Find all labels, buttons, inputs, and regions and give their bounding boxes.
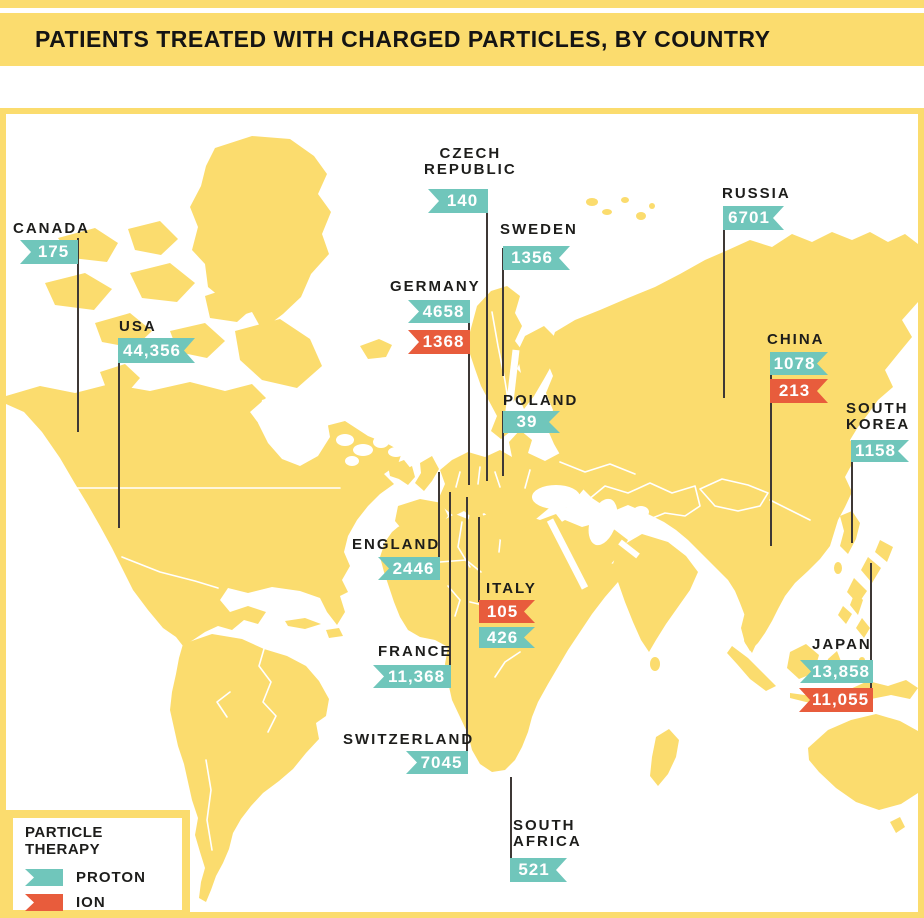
legend-box: PARTICLE THERAPY PROTON ION [5,810,190,918]
south-america [170,634,329,902]
legend-row-proton: PROTON [25,869,182,886]
page-title: PATIENTS TREATED WITH CHARGED PARTICLES,… [35,26,771,52]
top-accent-strip [0,0,924,8]
world-map [6,136,918,902]
legend-label-ion: ION [76,894,106,911]
ion-swatch-icon [25,894,63,911]
legend-row-ion: ION [25,894,182,911]
asia [532,232,918,671]
legend-label-proton: PROTON [76,869,146,886]
proton-swatch-icon [25,869,63,886]
title-bar: PATIENTS TREATED WITH CHARGED PARTICLES,… [0,13,924,66]
oceania [727,644,918,833]
north-america [6,136,412,646]
legend-title: PARTICLE THERAPY [25,824,103,858]
legend-items: PROTON ION [25,869,182,911]
europe [360,197,655,560]
